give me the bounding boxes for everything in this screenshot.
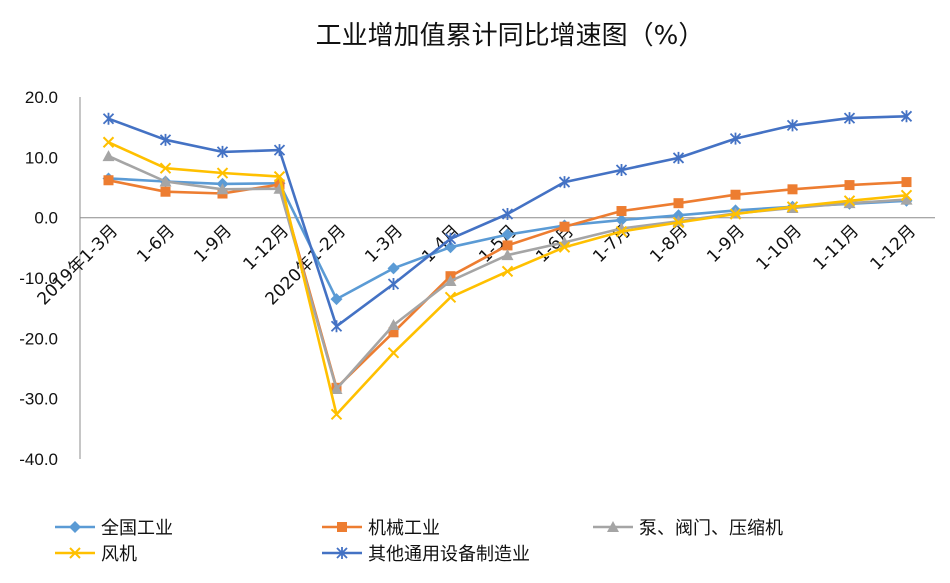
- x-tick-label: 1-8月: [646, 221, 692, 267]
- series-lines: [102, 110, 913, 421]
- legend-item: 其他通用设备制造业: [322, 544, 530, 565]
- data-point: [559, 221, 570, 232]
- legend-marker: [336, 547, 348, 559]
- data-point: [673, 198, 684, 209]
- x-tick-label: 1-11月: [810, 221, 863, 274]
- data-point: [387, 262, 400, 275]
- legend-label: 风机: [101, 544, 137, 565]
- data-point: [900, 189, 913, 202]
- data-point: [901, 177, 912, 188]
- data-point: [159, 175, 172, 187]
- legend-marker: [69, 547, 81, 559]
- data-point: [388, 327, 399, 338]
- data-point: [444, 291, 457, 304]
- data-point: [216, 183, 229, 195]
- data-point: [159, 133, 172, 146]
- data-point: [387, 319, 400, 331]
- data-point: [216, 167, 229, 179]
- data-point: [330, 293, 343, 306]
- legend-label: 泵、阀门、压缩机: [639, 518, 783, 539]
- y-tick-label: 20.0: [25, 88, 58, 107]
- data-point: [615, 164, 628, 177]
- data-point: [729, 208, 742, 220]
- y-tick-label: -40.0: [19, 450, 58, 469]
- data-point: [330, 383, 343, 395]
- data-point: [501, 208, 514, 221]
- data-point: [730, 189, 741, 200]
- data-point: [787, 184, 798, 195]
- legend-item: 机械工业: [322, 518, 440, 539]
- series-line: [108, 115, 907, 328]
- series-1: [103, 175, 912, 393]
- y-tick-label: 10.0: [25, 148, 58, 167]
- y-tick-label: -10.0: [19, 269, 58, 288]
- legend-marker: [607, 521, 619, 532]
- data-point: [102, 136, 115, 148]
- data-point: [502, 240, 513, 251]
- x-tick-label: 1-10月: [753, 221, 806, 274]
- data-point: [102, 112, 115, 125]
- legend-marker: [337, 522, 347, 532]
- data-point: [330, 408, 343, 421]
- legend-label: 全国工业: [101, 518, 173, 539]
- data-point: [729, 132, 742, 145]
- data-point: [330, 320, 343, 333]
- data-point: [900, 110, 913, 123]
- data-point: [159, 162, 172, 174]
- data-point: [501, 265, 514, 278]
- y-tick-label: 0.0: [34, 209, 58, 228]
- data-point: [616, 206, 627, 217]
- data-point: [844, 180, 855, 191]
- series-4: [102, 110, 913, 333]
- data-point: [900, 193, 913, 205]
- x-tick-label: 1-6月: [133, 221, 179, 267]
- legend-label: 其他通用设备制造业: [368, 544, 530, 565]
- data-point: [273, 170, 286, 183]
- legend-marker: [69, 521, 81, 533]
- legend-item: 全国工业: [55, 518, 173, 539]
- legend-item: 泵、阀门、压缩机: [593, 518, 783, 539]
- data-point: [160, 186, 171, 197]
- y-tick-label: -30.0: [19, 390, 58, 409]
- data-point: [216, 145, 229, 158]
- data-point: [444, 241, 457, 254]
- data-point: [273, 144, 286, 157]
- data-point: [387, 347, 400, 359]
- data-point: [501, 249, 514, 261]
- x-tick-label: 1-9月: [190, 221, 236, 267]
- y-tick-labels: 20.0 10.0 0.0 -10.0 -20.0 -30.0 -40.0: [19, 88, 58, 469]
- data-point: [843, 112, 856, 125]
- x-tick-label: 1-9月: [703, 221, 749, 267]
- series-3: [102, 136, 913, 421]
- data-point: [387, 278, 400, 291]
- x-tick-label: 1-12月: [867, 221, 920, 274]
- chart-title: 工业增加值累计同比增速图（%）: [316, 21, 705, 51]
- data-point: [558, 241, 571, 253]
- data-point: [102, 150, 115, 162]
- data-point: [444, 275, 457, 287]
- data-point: [444, 232, 457, 245]
- data-point: [786, 201, 799, 213]
- data-point: [843, 195, 856, 207]
- y-tick-label: -20.0: [19, 329, 58, 348]
- x-tick-label: 1-12月: [240, 221, 293, 274]
- data-point: [786, 119, 799, 132]
- data-point: [501, 228, 514, 241]
- legend-item: 风机: [55, 544, 137, 565]
- data-point: [558, 176, 571, 189]
- x-tick-label: 1-3月: [361, 221, 407, 267]
- legend-label: 机械工业: [368, 518, 440, 539]
- data-point: [103, 175, 114, 186]
- data-point: [843, 197, 856, 209]
- data-point: [672, 216, 685, 229]
- data-point: [615, 225, 628, 238]
- x-tick-label: 2019年1-3月: [34, 221, 122, 309]
- data-point: [672, 151, 685, 164]
- data-point: [615, 214, 628, 227]
